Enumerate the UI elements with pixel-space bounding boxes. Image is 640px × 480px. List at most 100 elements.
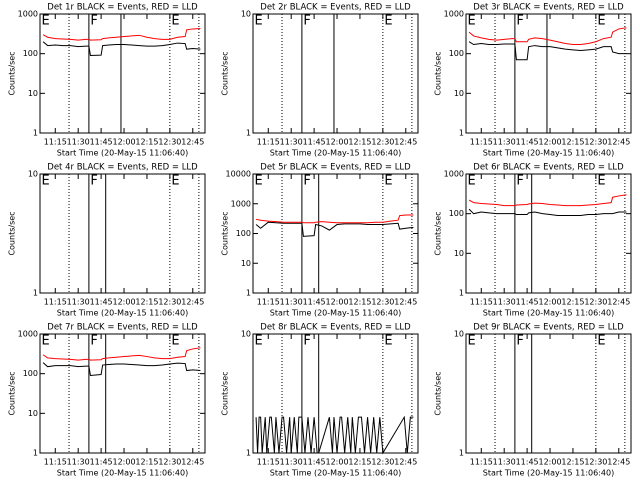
y-tick-label: 1000: [444, 10, 464, 19]
data-line: [255, 221, 414, 237]
y-tick-label: 1: [246, 129, 251, 138]
x-tick-label: 12:30: [158, 298, 181, 307]
plot-frame: [252, 173, 419, 294]
chart-title: Det 7r BLACK = Events, RED = LLD: [47, 323, 198, 333]
y-axis-label: Counts/sec: [221, 51, 230, 95]
annotation: F: [516, 334, 523, 349]
annotation: E: [384, 174, 392, 189]
x-tick-label: 12:45: [181, 458, 204, 467]
y-tick-label: 1000: [444, 170, 464, 179]
x-axis-label: Start Time (20-May-15 11:06:40): [57, 309, 188, 318]
y-tick-label: 100: [449, 209, 464, 218]
x-tick-label: 12:45: [607, 298, 630, 307]
y-axis-label: Counts/sec: [8, 371, 17, 415]
annotation: E: [597, 14, 605, 29]
chart-title: Det 6r BLACK = Events, RED = LLD: [473, 163, 624, 173]
annotation: E: [171, 14, 179, 29]
x-tick-label: 12:15: [348, 458, 371, 467]
x-tick-label: 11:45: [303, 458, 326, 467]
x-tick-label: 12:00: [112, 138, 135, 147]
x-tick-label: 11:30: [493, 138, 516, 147]
annotation: E: [171, 174, 179, 189]
panel: Det 3r BLACK = Events, RED = LLD Start Ti…: [434, 3, 632, 158]
x-axis-label: Start Time (20-May-15 11:06:40): [57, 149, 188, 158]
x-axis-label: Start Time (20-May-15 11:06:40): [483, 469, 614, 478]
x-tick-label: 11:30: [280, 458, 303, 467]
panel: Det 9r BLACK = Events, RED = LLD Start Ti…: [434, 323, 632, 478]
y-tick-label: 10000: [226, 170, 251, 179]
x-tick-label: 12:15: [135, 458, 158, 467]
x-tick-label: 12:15: [135, 298, 158, 307]
annotation: F: [303, 14, 310, 29]
plot-frame: [39, 13, 206, 134]
y-axis-label: Counts/sec: [434, 211, 443, 255]
x-axis-label: Start Time (20-May-15 11:06:40): [57, 469, 188, 478]
annotation: E: [42, 334, 50, 349]
annotation: E: [255, 334, 263, 349]
x-tick-label: 12:15: [135, 138, 158, 147]
chart-title: Det 8r BLACK = Events, RED = LLD: [260, 323, 411, 333]
data-line: [468, 41, 627, 61]
annotation: E: [468, 14, 476, 29]
x-tick-label: 12:45: [181, 298, 204, 307]
data-line: [42, 41, 201, 56]
annotation: E: [468, 334, 476, 349]
annotation: F: [90, 334, 97, 349]
x-tick-label: 12:00: [538, 138, 561, 147]
y-axis-label: Counts/sec: [221, 211, 230, 255]
panel: Det 6r BLACK = Events, RED = LLD Start Ti…: [434, 163, 632, 318]
panel: Det 8r BLACK = Events, RED = LLD Start Ti…: [221, 323, 419, 478]
annotation: E: [255, 174, 263, 189]
data-line: [42, 347, 201, 361]
x-tick-label: 11:15: [44, 298, 67, 307]
x-axis-label: Start Time (20-May-15 11:06:40): [270, 309, 401, 318]
plot-frame: [39, 173, 206, 294]
data-line: [468, 194, 627, 207]
x-tick-label: 12:45: [607, 458, 630, 467]
x-tick-label: 11:30: [493, 298, 516, 307]
y-tick-label: 10: [241, 259, 251, 268]
y-tick-label: 1000: [18, 10, 38, 19]
y-axis-label: Counts/sec: [434, 51, 443, 95]
x-tick-label: 11:15: [44, 458, 67, 467]
annotation: E: [255, 14, 263, 29]
y-tick-label: 1: [33, 129, 38, 138]
x-tick-label: 11:30: [67, 138, 90, 147]
annotation: F: [303, 174, 310, 189]
y-tick-label: 1000: [231, 199, 251, 208]
y-tick-label: 1: [33, 289, 38, 298]
panel: Det 7r BLACK = Events, RED = LLD Start Ti…: [8, 323, 206, 478]
y-tick-label: 1000: [18, 330, 38, 339]
y-tick-label: 10: [454, 249, 464, 258]
x-tick-label: 12:30: [371, 298, 394, 307]
annotation: F: [90, 14, 97, 29]
y-tick-label: 1: [459, 129, 464, 138]
x-tick-label: 11:45: [516, 458, 539, 467]
x-tick-label: 11:15: [257, 298, 280, 307]
x-tick-label: 12:30: [584, 458, 607, 467]
x-tick-label: 12:30: [158, 458, 181, 467]
data-line: [42, 362, 201, 377]
chart-title: Det 5r BLACK = Events, RED = LLD: [260, 163, 411, 173]
x-tick-label: 12:30: [584, 138, 607, 147]
x-tick-label: 11:45: [516, 138, 539, 147]
x-tick-label: 12:15: [348, 138, 371, 147]
y-tick-label: 1: [246, 289, 251, 298]
x-tick-label: 12:30: [158, 138, 181, 147]
y-tick-label: 1: [33, 449, 38, 458]
x-tick-label: 11:15: [257, 458, 280, 467]
x-tick-label: 11:15: [470, 458, 493, 467]
x-tick-label: 12:00: [112, 458, 135, 467]
x-tick-label: 11:30: [67, 298, 90, 307]
x-tick-label: 11:45: [516, 298, 539, 307]
chart-title: Det 2r BLACK = Events, RED = LLD: [260, 3, 411, 13]
x-tick-label: 12:15: [561, 458, 584, 467]
annotation: E: [597, 334, 605, 349]
y-tick-label: 10: [454, 89, 464, 98]
annotation: F: [516, 14, 523, 29]
x-tick-label: 11:45: [303, 298, 326, 307]
plot-frame: [465, 173, 632, 294]
x-axis-label: Start Time (20-May-15 11:06:40): [483, 309, 614, 318]
annotation: F: [303, 334, 310, 349]
